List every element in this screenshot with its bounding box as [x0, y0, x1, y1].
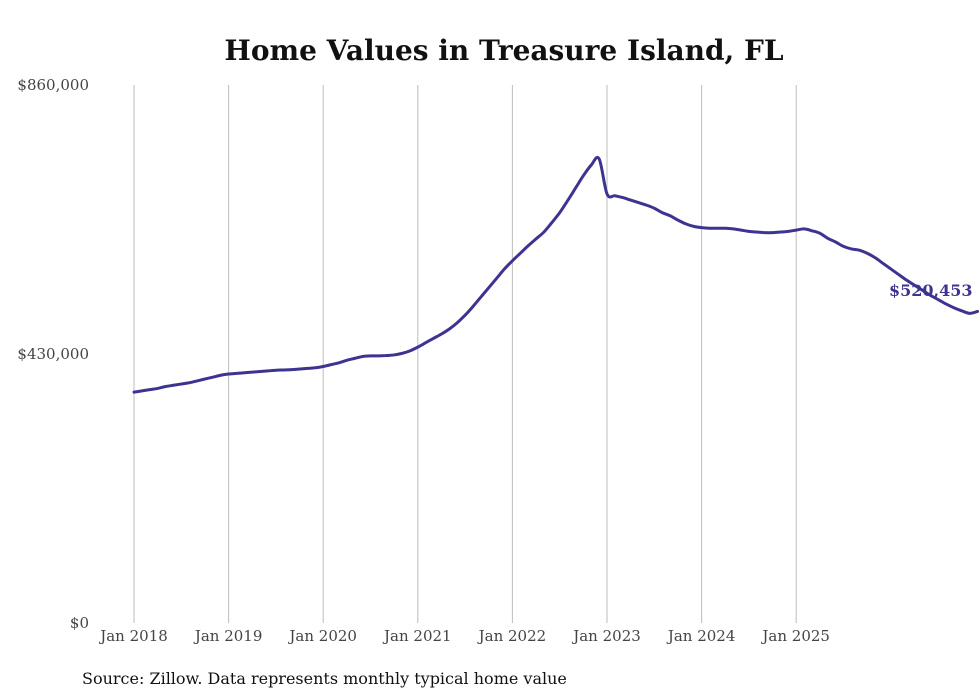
vertical-gridlines: [133, 85, 797, 623]
source-note: Source: Zillow. Data represents monthly …: [82, 669, 567, 688]
y-tick-label: $860,000: [17, 76, 89, 94]
home-value-line: [132, 155, 980, 394]
x-tick-label: Jan 2022: [477, 627, 547, 645]
y-tick-label: $430,000: [17, 345, 89, 363]
chart-title: Home Values in Treasure Island, FL: [224, 34, 784, 67]
x-tick-label: Jan 2025: [760, 627, 830, 645]
y-axis: $0 $430,000 $860,000: [17, 76, 89, 632]
x-tick-label: Jan 2021: [382, 627, 452, 645]
x-axis: Jan 2018 Jan 2019 Jan 2020 Jan 2021 Jan 2022…: [98, 627, 830, 645]
x-tick-label: Jan 2018: [98, 627, 168, 645]
latest-value-label: $520,453: [889, 281, 973, 300]
x-tick-label: Jan 2020: [287, 627, 357, 645]
x-tick-label: Jan 2024: [666, 627, 736, 645]
y-tick-label: $0: [70, 614, 89, 632]
x-tick-label: Jan 2023: [571, 627, 641, 645]
x-tick-label: Jan 2019: [193, 627, 263, 645]
